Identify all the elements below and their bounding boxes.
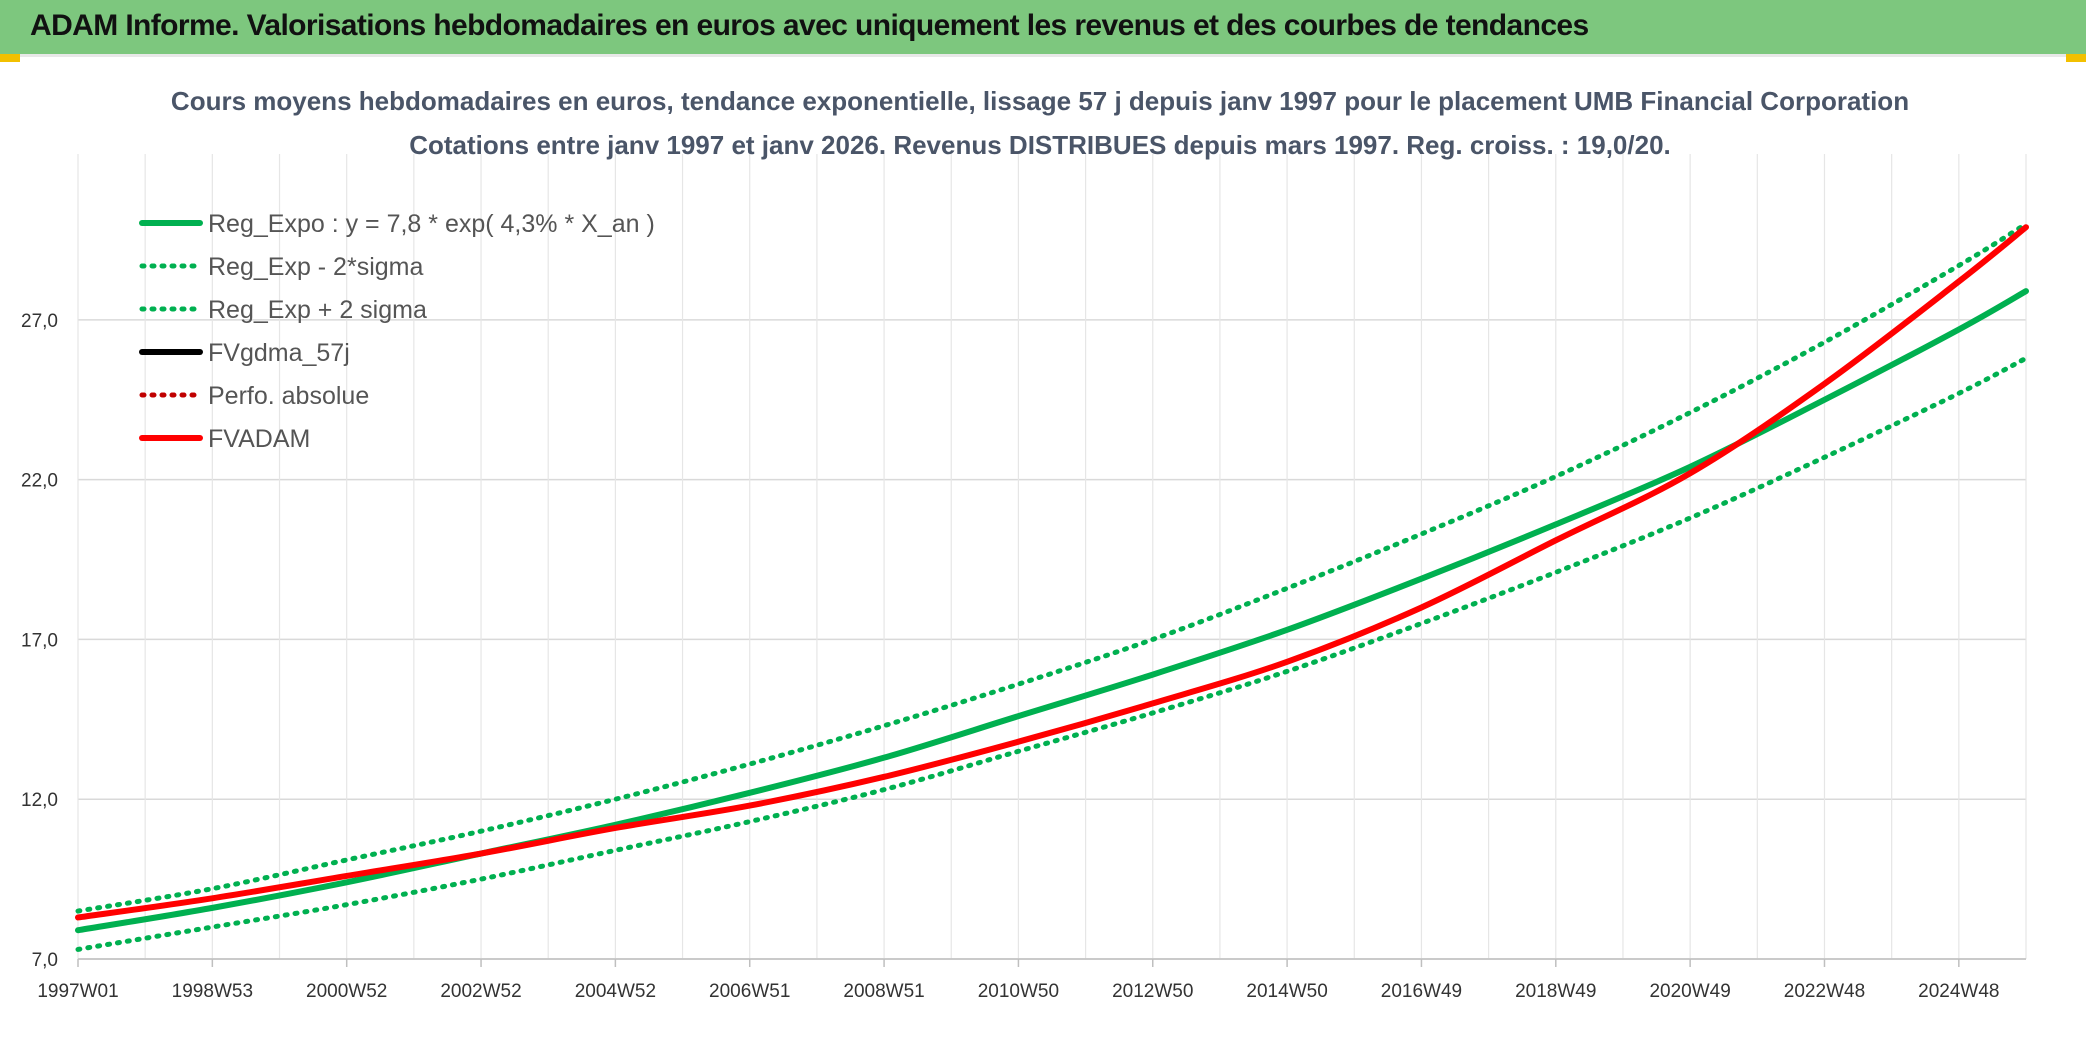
legend-label: FVgdma_57j xyxy=(208,339,350,367)
x-tick-label: 2002W52 xyxy=(440,981,521,1002)
y-tick-label: 17,0 xyxy=(21,630,58,651)
series-line-1 xyxy=(75,355,2029,952)
legend-label: FVADAM xyxy=(208,425,310,453)
series-line-0 xyxy=(75,288,2029,934)
corner-mark-left xyxy=(0,54,20,62)
x-axis: 1997W01 1998W53 2000W52 2002W52 2004W52 2006W… xyxy=(37,959,1999,1002)
x-tick-label: 2010W50 xyxy=(978,981,1059,1002)
x-tick-label: 2006W51 xyxy=(709,981,790,1002)
y-axis: 7,0 12,0 17,0 22,0 27,0 xyxy=(21,311,58,971)
x-tick-label: 2014W50 xyxy=(1246,981,1327,1002)
chart-subtitle: Cotations entre janv 1997 et janv 2026. … xyxy=(409,130,1671,160)
y-tick-label: 7,0 xyxy=(32,950,58,971)
chart-grid xyxy=(77,154,2027,960)
y-tick-label: 27,0 xyxy=(21,311,58,332)
chart-legend: Reg_Expo : y = 7,8 * exp( 4,3% * X_an ) R… xyxy=(139,210,655,453)
x-tick-label: 2012W50 xyxy=(1112,981,1193,1002)
x-tick-label: 2024W48 xyxy=(1918,981,1999,1002)
x-tick-label: 1997W01 xyxy=(37,981,118,1002)
x-tick-label: 2018W49 xyxy=(1515,981,1596,1002)
x-tick-label: 2022W48 xyxy=(1784,981,1865,1002)
legend-label: Reg_Expo : y = 7,8 * exp( 4,3% * X_an ) xyxy=(208,210,655,238)
legend-label: Reg_Exp - 2*sigma xyxy=(208,253,423,281)
x-tick-label: 1998W53 xyxy=(172,981,253,1002)
x-tick-label: 2016W49 xyxy=(1381,981,1462,1002)
chart: Cours moyens hebdomadaires en euros, ten… xyxy=(21,86,2029,1002)
legend-label: Perfo. absolue xyxy=(208,382,369,410)
page-title: ADAM Informe. Valorisations hebdomadaire… xyxy=(30,9,1589,42)
y-tick-label: 22,0 xyxy=(21,471,58,492)
series-line-5 xyxy=(75,224,2029,921)
x-tick-label: 2000W52 xyxy=(306,981,387,1002)
series-line-2 xyxy=(75,221,2029,914)
x-tick-label: 2020W49 xyxy=(1649,981,1730,1002)
series-lines xyxy=(75,221,2029,952)
legend-label: Reg_Exp + 2 sigma xyxy=(208,296,427,324)
corner-mark-right xyxy=(2066,54,2086,62)
y-tick-label: 12,0 xyxy=(21,790,58,811)
chart-title: Cours moyens hebdomadaires en euros, ten… xyxy=(171,86,1909,116)
x-tick-label: 2008W51 xyxy=(843,981,924,1002)
header-bar: ADAM Informe. Valorisations hebdomadaire… xyxy=(0,0,2086,57)
x-tick-label: 2004W52 xyxy=(575,981,656,1002)
